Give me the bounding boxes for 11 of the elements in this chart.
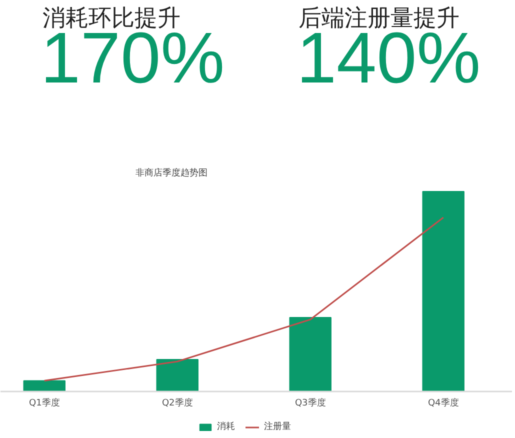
x-tick-label: Q3季度 [294, 398, 326, 408]
legend-label: 注册量 [264, 420, 291, 433]
x-tick-label: Q1季度 [28, 398, 60, 408]
bar [289, 317, 332, 392]
bar [23, 380, 66, 392]
legend-label: 消耗 [217, 420, 236, 433]
bar [422, 191, 464, 392]
x-tick-label: Q2季度 [162, 398, 193, 408]
chart-title: 非商店季度趋势图 [136, 168, 208, 178]
x-tick-label: Q4季度 [428, 398, 459, 408]
bar [156, 359, 198, 392]
